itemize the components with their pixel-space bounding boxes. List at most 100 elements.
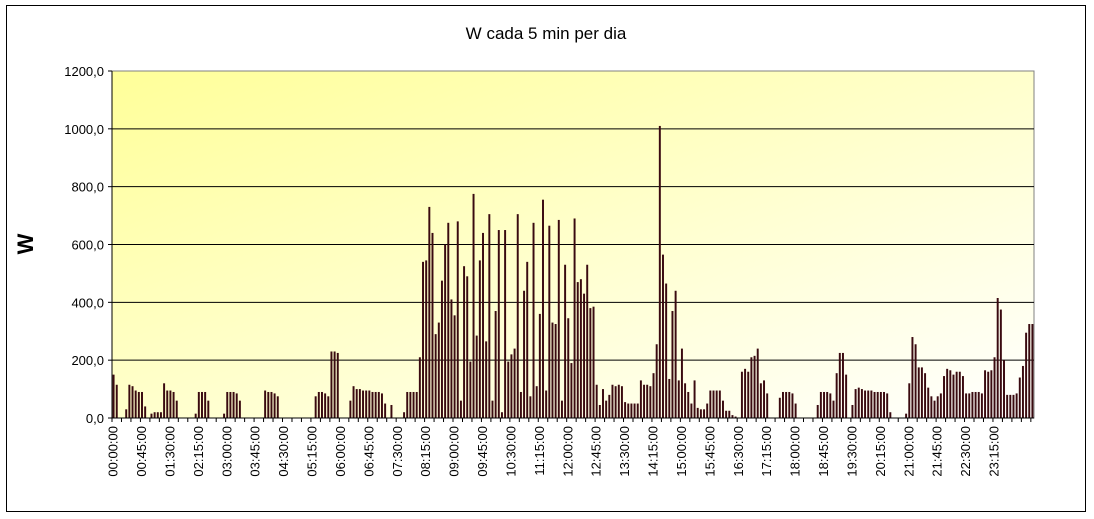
x-tick-label: 03:00:00 [219, 426, 234, 477]
bar [996, 298, 999, 418]
bar [684, 383, 687, 418]
bar [466, 276, 469, 418]
bar [128, 384, 131, 418]
bar [908, 383, 911, 418]
bar [744, 368, 747, 418]
bar [482, 232, 484, 418]
bar [355, 389, 358, 418]
x-tick-label: 06:00:00 [333, 426, 348, 477]
x-tick-label: 20:15:00 [873, 426, 888, 477]
x-tick-label: 03:45:00 [248, 426, 263, 477]
bar [144, 406, 147, 418]
bar [459, 400, 462, 418]
x-tick-label: 17:15:00 [759, 426, 774, 477]
bar [718, 390, 721, 418]
x-tick-label: 05:15:00 [305, 426, 320, 477]
bar [712, 390, 715, 418]
bar [819, 391, 822, 418]
x-tick-label: 00:45:00 [134, 426, 149, 477]
bar [725, 410, 728, 418]
bar [349, 400, 352, 418]
x-tick-label: 15:45:00 [702, 426, 717, 477]
bar [662, 254, 664, 418]
bar [548, 225, 551, 418]
x-tick-label: 10:30:00 [503, 426, 518, 477]
bar [207, 400, 210, 418]
bar [428, 206, 431, 418]
bar [639, 380, 642, 418]
bar [778, 397, 781, 418]
bar [497, 230, 500, 418]
bar [766, 393, 769, 418]
bar [920, 367, 923, 418]
bar [674, 290, 677, 418]
bar [914, 344, 917, 418]
bar [567, 318, 570, 418]
x-tick-label: 09:00:00 [447, 426, 462, 477]
bar [1003, 360, 1005, 418]
bar [999, 309, 1002, 418]
bar [510, 354, 513, 418]
bar [422, 261, 424, 418]
bar [611, 384, 614, 418]
x-tick-label: 16:30:00 [731, 426, 746, 477]
bar [633, 403, 636, 418]
bar [927, 387, 930, 418]
bar [728, 410, 731, 418]
bar [437, 322, 440, 418]
bar [434, 334, 437, 418]
bar [589, 308, 592, 418]
bar [731, 415, 734, 418]
bar [519, 391, 522, 418]
bar [317, 391, 320, 418]
bar [573, 218, 576, 418]
bar [791, 393, 794, 418]
bar [763, 380, 766, 418]
bar [450, 299, 453, 418]
x-tick-label: 15:00:00 [674, 426, 689, 477]
bar [680, 348, 683, 418]
bar [838, 352, 841, 418]
bar [671, 311, 674, 418]
bar [617, 384, 620, 418]
bar [993, 357, 996, 418]
bar [156, 412, 159, 418]
bar [579, 279, 582, 418]
bar [1009, 394, 1012, 418]
bar [788, 391, 791, 418]
bar [488, 214, 491, 418]
bar [204, 391, 207, 418]
bar [977, 391, 980, 418]
bar [516, 214, 519, 418]
bar [583, 293, 586, 418]
bar [949, 370, 952, 418]
bar [586, 264, 589, 418]
bar [598, 404, 601, 418]
y-tick-label: 400,0 [71, 295, 104, 310]
bar [646, 384, 649, 418]
bar [930, 396, 933, 418]
bar [971, 391, 974, 418]
bar [507, 361, 510, 418]
bar [943, 376, 945, 418]
x-tick-label: 21:00:00 [901, 426, 916, 477]
bar [545, 390, 548, 418]
bar [886, 393, 889, 418]
y-tick-label: 1200,0 [64, 64, 104, 79]
y-tick-label: 600,0 [71, 238, 104, 253]
bar [608, 394, 611, 418]
bar [374, 391, 377, 418]
bar [605, 400, 608, 418]
bar [990, 370, 993, 418]
bar [649, 386, 652, 418]
bar [532, 222, 535, 418]
bar [756, 348, 759, 418]
bar [911, 337, 914, 418]
bar [917, 367, 920, 418]
bar [740, 371, 743, 418]
bar [753, 355, 756, 418]
bar [368, 390, 371, 418]
bar [153, 412, 156, 418]
bar [696, 407, 699, 418]
